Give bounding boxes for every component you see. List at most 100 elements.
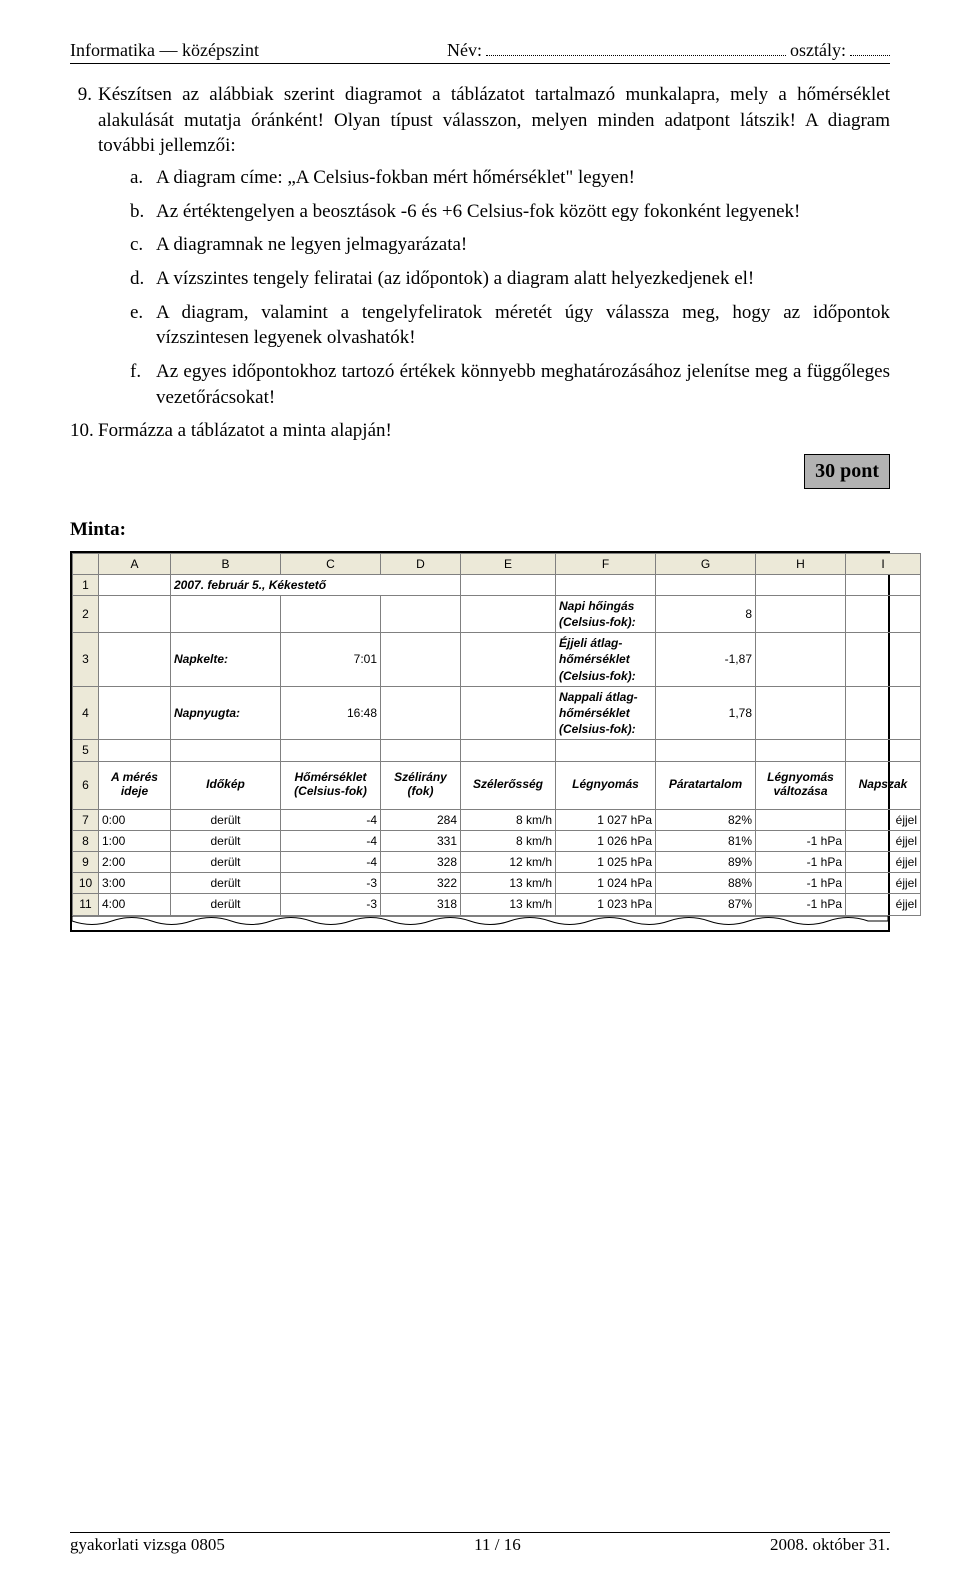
row-num: 5 (73, 740, 99, 761)
data-cell: 8 km/h (461, 830, 556, 851)
data-cell: derült (171, 851, 281, 872)
sub-letter: c. (130, 232, 156, 258)
sub-text: Az egyes időpontokhoz tartozó értékek kö… (156, 359, 890, 410)
task9-text: Készítsen az alábbiak szerint diagramot … (98, 82, 890, 159)
data-cell: -4 (281, 830, 381, 851)
sheet-title: 2007. február 5., Kékestető (171, 574, 461, 595)
col-letter: H (756, 553, 846, 574)
nappali-val: 1,78 (656, 686, 756, 740)
table-col-header: Légnyomás (556, 761, 656, 809)
sub-text: A vízszintes tengely feliratai (az időpo… (156, 266, 890, 292)
task9-num: 9. (70, 82, 98, 159)
task10-num: 10. (70, 418, 98, 444)
hoingas-val: 8 (656, 595, 756, 632)
data-cell: derült (171, 830, 281, 851)
osztaly-label: osztály: (790, 40, 846, 61)
row-num: 3 (73, 633, 99, 687)
row-num: 6 (73, 761, 99, 809)
data-cell: -1 hPa (756, 894, 846, 915)
data-cell: 284 (381, 809, 461, 830)
data-cell: 322 (381, 873, 461, 894)
napnyugta-label: Napnyugta: (171, 686, 281, 740)
row-num: 8 (73, 830, 99, 851)
nappali-label: Nappali átlag-hőmérséklet (Celsius-fok): (556, 686, 656, 740)
row-num: 9 (73, 851, 99, 872)
footer-right: 2008. október 31. (770, 1535, 890, 1555)
col-letter: G (656, 553, 756, 574)
ejjeli-val: -1,87 (656, 633, 756, 687)
table-col-header: Hőmérséklet (Celsius-fok) (281, 761, 381, 809)
sub-letter: e. (130, 300, 156, 351)
data-cell: éjjel (846, 851, 921, 872)
napkelte-val: 7:01 (281, 633, 381, 687)
page-header: Informatika — középszint Név: osztály: (70, 40, 890, 64)
data-cell: -4 (281, 809, 381, 830)
sub-letter: b. (130, 199, 156, 225)
row-num: 11 (73, 894, 99, 915)
data-cell: -1 hPa (756, 851, 846, 872)
napkelte-label: Napkelte: (171, 633, 281, 687)
task-body: 9. Készítsen az alábbiak szerint diagram… (70, 82, 890, 931)
name-class-group: Név: osztály: (447, 40, 890, 61)
col-letter: F (556, 553, 656, 574)
data-cell: 1 027 hPa (556, 809, 656, 830)
data-cell: 82% (656, 809, 756, 830)
col-letter: D (381, 553, 461, 574)
sub-letter: f. (130, 359, 156, 410)
data-cell: -3 (281, 873, 381, 894)
table-col-header: Szélirány (fok) (381, 761, 461, 809)
points-box: 30 pont (804, 454, 890, 489)
data-cell: -4 (281, 851, 381, 872)
data-cell: 81% (656, 830, 756, 851)
row-num: 1 (73, 574, 99, 595)
ejjeli-label: Éjjeli átlag-hőmérséklet (Celsius-fok): (556, 633, 656, 687)
data-cell: -1 hPa (756, 873, 846, 894)
data-cell (756, 809, 846, 830)
sub-text: A diagram, valamint a tengelyfeliratok m… (156, 300, 890, 351)
data-cell: 89% (656, 851, 756, 872)
data-cell: 1 025 hPa (556, 851, 656, 872)
hoingas-label: Napi hőingás (Celsius-fok): (556, 595, 656, 632)
data-cell: éjjel (846, 809, 921, 830)
data-cell: derült (171, 809, 281, 830)
torn-edge (72, 916, 888, 930)
col-letter: A (99, 553, 171, 574)
table-col-header: Időkép (171, 761, 281, 809)
col-letter: E (461, 553, 556, 574)
table-col-header: Szélerősség (461, 761, 556, 809)
data-cell: derült (171, 873, 281, 894)
sub-text: A diagram címe: „A Celsius-fokban mért h… (156, 165, 890, 191)
data-cell: 3:00 (99, 873, 171, 894)
napnyugta-val: 16:48 (281, 686, 381, 740)
table-col-header: Páratartalom (656, 761, 756, 809)
col-letter: B (171, 553, 281, 574)
row-num: 10 (73, 873, 99, 894)
data-cell: 13 km/h (461, 873, 556, 894)
row-num: 7 (73, 809, 99, 830)
nev-line (486, 40, 786, 56)
data-cell: 331 (381, 830, 461, 851)
data-cell: derült (171, 894, 281, 915)
data-cell: 328 (381, 851, 461, 872)
footer-center: 11 / 16 (474, 1535, 521, 1555)
data-cell: 1 023 hPa (556, 894, 656, 915)
data-cell: 13 km/h (461, 894, 556, 915)
data-cell: 1:00 (99, 830, 171, 851)
nev-label: Név: (447, 40, 482, 61)
data-cell: 12 km/h (461, 851, 556, 872)
task10-text: Formázza a táblázatot a minta alapján! (98, 418, 890, 444)
subject-label: Informatika — középszint (70, 40, 259, 61)
spreadsheet-sample: ABCDEFGHI 1 2007. február 5., Kékestető … (70, 551, 890, 932)
minta-label: Minta: (70, 517, 890, 543)
footer-left: gyakorlati vizsga 0805 (70, 1535, 225, 1555)
table-col-header: A mérés ideje (99, 761, 171, 809)
sub-letter: d. (130, 266, 156, 292)
sub-text: A diagramnak ne legyen jelmagyarázata! (156, 232, 890, 258)
row-num: 2 (73, 595, 99, 632)
col-letter: I (846, 553, 921, 574)
data-cell: -1 hPa (756, 830, 846, 851)
row-num: 4 (73, 686, 99, 740)
data-cell: éjjel (846, 873, 921, 894)
data-cell: 87% (656, 894, 756, 915)
data-cell: 8 km/h (461, 809, 556, 830)
